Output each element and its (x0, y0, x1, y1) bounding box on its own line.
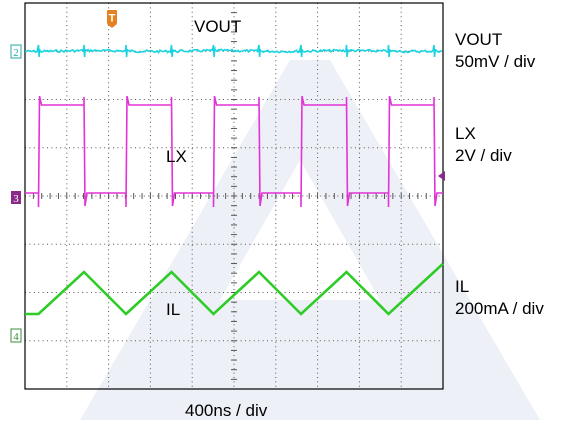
channel-4-marker: 4 (10, 328, 22, 343)
vout-channel-scale: 50mV / div (455, 52, 536, 71)
graticule-border (24, 2, 444, 390)
channel-2-marker-label: 2 (13, 47, 19, 59)
il-channel-name: IL (455, 277, 470, 296)
vout-trace-label: VOUT (194, 17, 242, 36)
trigger-marker-arrow (107, 24, 117, 28)
il-channel-scale: 200mA / div (455, 299, 544, 318)
vout-channel-name: VOUT (455, 30, 503, 49)
lx-channel-name: LX (455, 124, 476, 143)
channel-3-marker-label: 3 (13, 193, 19, 205)
graticule (24, 2, 444, 390)
timebase-label: 400ns / div (185, 401, 268, 420)
trigger-marker-box (107, 10, 117, 24)
lx-trace (25, 95, 443, 208)
il-trace-label: IL (166, 300, 181, 319)
channel-3-marker-box (11, 191, 21, 204)
lx-channel-scale: 2V / div (455, 146, 512, 165)
channel-2-marker: 2 (10, 44, 22, 59)
traces (24, 44, 444, 316)
channel-2-marker-box (10, 44, 22, 59)
channel-3-reference-arrow (438, 171, 445, 181)
channel-4-marker-label: 4 (13, 331, 19, 343)
il-trace (25, 262, 444, 316)
channel-4-marker-box (10, 328, 22, 343)
trigger-marker-label: T (109, 13, 116, 25)
lx-trace-label: LX (166, 147, 187, 166)
trigger-marker: T (107, 10, 117, 28)
watermark-shape (80, 60, 540, 420)
channel-3-marker: 3 (11, 191, 21, 205)
vout-trace (24, 44, 443, 58)
